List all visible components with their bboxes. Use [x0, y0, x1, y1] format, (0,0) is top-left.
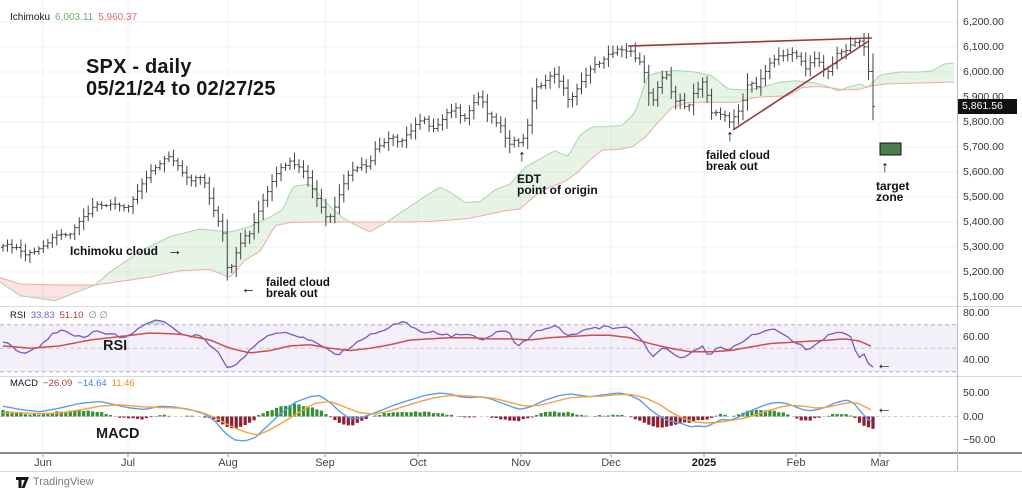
macd-pane-label: MACD [96, 426, 140, 442]
macd-signal-value: 11.46 [111, 378, 135, 389]
annotation-failed1-line1: failed cloud [266, 277, 330, 289]
annotation-edt: EDT point of origin [517, 172, 598, 197]
time-axis-label: Jul [120, 457, 136, 469]
macd-axis-label: −50.00 [963, 434, 996, 446]
time-axis-label: Jun [34, 457, 52, 469]
annotation-ichimoku-cloud: Ichimoku cloud → [70, 242, 183, 259]
price-axis-label: 6,200.00 [963, 16, 1004, 28]
macd-axis-label: 0.00 [963, 410, 984, 423]
price-axis-label: 6,100.00 [963, 41, 1004, 53]
price-axis-label: 5,800.00 [963, 116, 1004, 128]
price-axis-label: 5,100.00 [963, 291, 1004, 303]
last-price-badge: 5,861.56 [958, 99, 1017, 115]
time-axis-label: Dec [601, 457, 621, 469]
ichimoku-legend[interactable]: Ichimoku 6,003.11 5,960.37 [10, 12, 142, 23]
time-axis-label: 2025 [691, 457, 717, 469]
price-axis-label: 5,600.00 [963, 166, 1004, 178]
price-axis-label: 6,000.00 [963, 66, 1004, 78]
time-axis-label: Sep [315, 457, 335, 469]
rsi-ma-value: 51.10 [59, 310, 84, 321]
annotation-ichimoku-cloud-text: Ichimoku cloud [70, 244, 159, 258]
annotation-failed2-line1: failed cloud [706, 150, 770, 162]
chart-title-line1: SPX - daily [86, 56, 192, 78]
footer: TradingView [0, 472, 1022, 492]
macd-histogram-value: −26.09 [42, 378, 73, 389]
time-axis-label: Aug [218, 457, 238, 469]
left-arrow-icon: ← [876, 356, 892, 373]
time-axis-label: Mar [870, 457, 890, 469]
up-arrow-icon: ↑ [518, 148, 526, 165]
annotation-edt-line2: point of origin [517, 183, 598, 197]
rsi-legend[interactable]: RSI 33.83 51.10 ∅ ∅ [10, 310, 113, 321]
left-arrow-icon: ← [876, 400, 892, 417]
time-axis-label: Feb [786, 457, 806, 469]
rsi-legend-label: RSI [10, 310, 26, 321]
chart-title: SPX - daily 05/21/24 to 02/27/25 [86, 56, 276, 100]
rsi-pane-label: RSI [103, 338, 128, 354]
annotation-failed2-line2: break out [706, 161, 758, 173]
chart-title-line2: 05/21/24 to 02/27/25 [86, 78, 276, 100]
annotation-failed-breakout-1: failed cloud break out [266, 277, 330, 300]
up-arrow-icon: ↑ [881, 159, 889, 176]
rsi-axis-label: 60.00 [963, 330, 990, 343]
right-arrow-icon: → [167, 242, 183, 259]
price-axis-label: 5,500.00 [963, 191, 1004, 203]
price-axis-label: 5,300.00 [963, 241, 1004, 253]
rsi-axis-label: 80.00 [963, 307, 990, 319]
price-axis-label: 5,400.00 [963, 216, 1004, 228]
ichimoku-legend-label: Ichimoku [10, 12, 51, 23]
rsi-value: 33.83 [30, 310, 55, 321]
annotation-failed1-line2: break out [266, 288, 318, 300]
tradingview-brand-text[interactable]: TradingView [33, 476, 94, 488]
rsi-legend-extra: ∅ ∅ [88, 310, 108, 321]
annotation-target-line2: zone [876, 190, 904, 204]
time-axis-label: Nov [511, 457, 531, 469]
annotation-edt-line1: EDT [517, 172, 541, 186]
ichimoku-senkou-b-value: 5,960.37 [98, 12, 138, 23]
macd-line-value: −14.64 [77, 378, 107, 389]
annotation-target-line1: target [876, 179, 910, 193]
up-arrow-icon: ↑ [726, 128, 734, 145]
price-axis-label: 5,700.00 [963, 141, 1004, 153]
price-axis[interactable]: 6,200.00 6,100.00 6,000.00 5,900.00 5,800.00… [957, 0, 1022, 471]
annotation-target-zone: target zone [876, 179, 910, 204]
ichimoku-senkou-a-value: 6,003.11 [55, 12, 94, 23]
rsi-axis-label: 40.00 [963, 354, 990, 366]
time-axis-label: Oct [409, 457, 427, 469]
macd-legend-label: MACD [10, 378, 38, 389]
left-arrow-icon: ← [241, 280, 256, 297]
price-axis-label: 5,200.00 [963, 266, 1004, 278]
macd-legend[interactable]: MACD −26.09 −14.64 11.46 [10, 378, 140, 389]
annotation-failed-breakout-2: failed cloud break out [706, 150, 770, 173]
macd-axis-label: 50.00 [963, 387, 990, 399]
